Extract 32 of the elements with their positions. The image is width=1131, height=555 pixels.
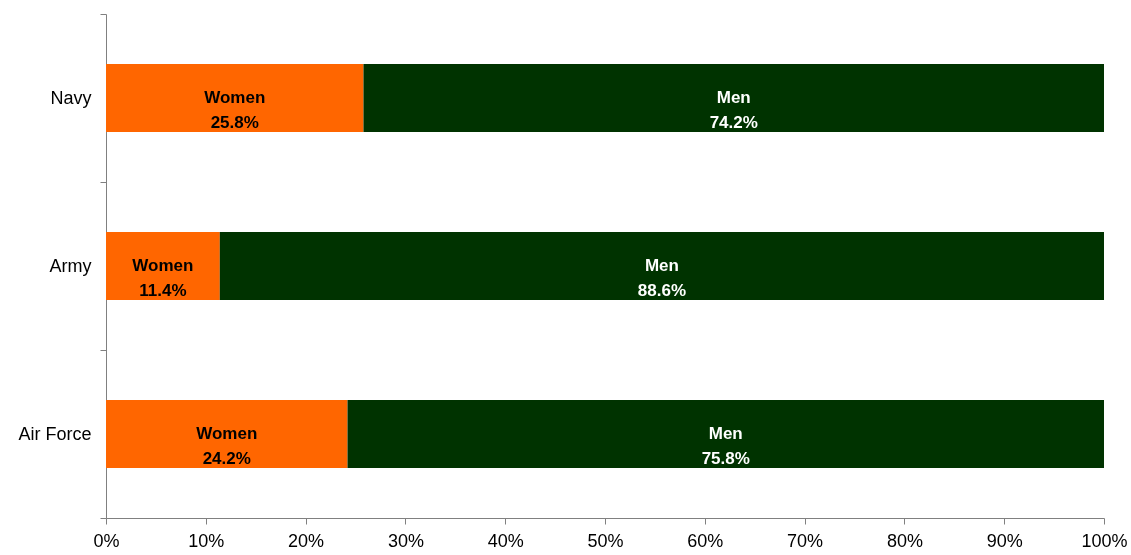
- bar: [106, 231, 220, 301]
- x-tick-label: 40%: [487, 530, 524, 551]
- x-tick-label: 30%: [387, 530, 424, 551]
- data-label: 25.8%: [210, 113, 259, 132]
- y-tick-label: Air Force: [18, 423, 92, 444]
- x-tick-label: 70%: [787, 530, 824, 551]
- x-tick-label: 10%: [188, 530, 225, 551]
- x-tick-label: 90%: [986, 530, 1023, 551]
- bar: [347, 399, 1104, 469]
- text: Men: [716, 88, 751, 107]
- y-tick-label: Army: [49, 255, 92, 276]
- data-label: 74.2%: [709, 113, 758, 132]
- data-label: 24.2%: [202, 449, 251, 468]
- x-tick-label: 80%: [886, 530, 923, 551]
- x-tick-label: 20%: [288, 530, 325, 551]
- bar: [106, 63, 364, 133]
- text: Women: [132, 256, 194, 275]
- series-label: Women: [196, 424, 258, 443]
- text: Men: [644, 256, 679, 275]
- bar: [219, 231, 1104, 301]
- text: Women: [204, 88, 266, 107]
- x-tick-label: 100%: [1081, 530, 1128, 551]
- data-label: 88.6%: [637, 281, 686, 300]
- data-label: 11.4%: [139, 281, 187, 300]
- x-tick-label: 0%: [93, 530, 120, 551]
- series-label: Men: [708, 424, 743, 443]
- data-label: 75.8%: [701, 449, 750, 468]
- x-tick-label: 50%: [587, 530, 624, 551]
- bar: [106, 399, 348, 469]
- bar: [363, 63, 1104, 133]
- y-tick-label: Navy: [50, 87, 92, 108]
- x-tick-label: 60%: [687, 530, 724, 551]
